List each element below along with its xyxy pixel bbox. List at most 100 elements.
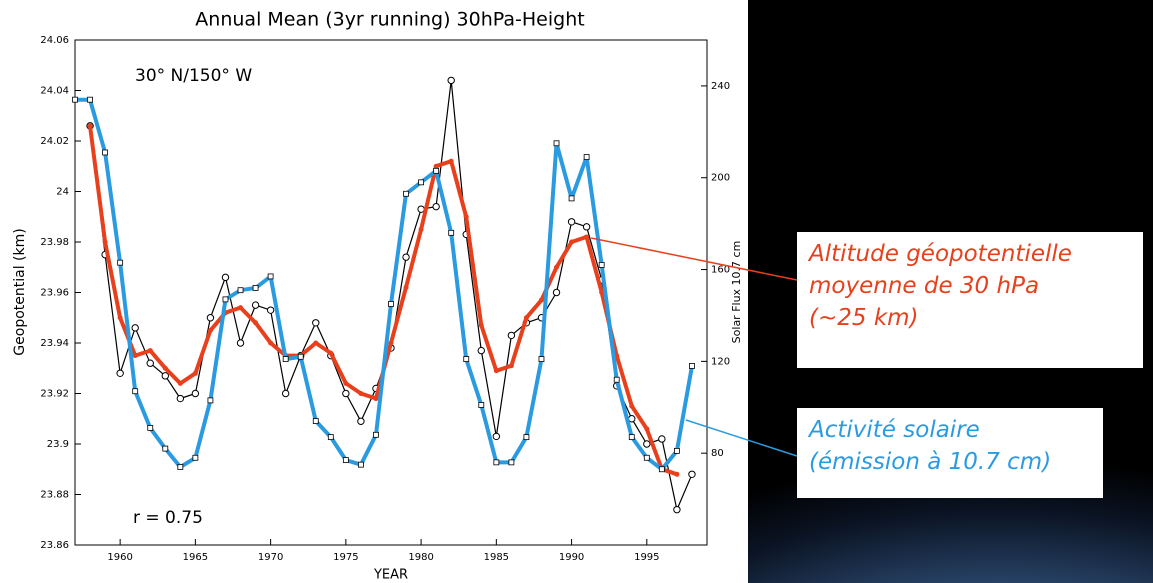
point — [147, 348, 153, 354]
point — [191, 389, 200, 398]
point — [312, 418, 319, 424]
point — [493, 368, 499, 374]
correlation-label: r = 0.75 — [133, 508, 203, 528]
point — [554, 264, 560, 270]
point — [313, 340, 319, 346]
y2-tick-label: 80 — [711, 448, 724, 459]
point — [358, 461, 364, 468]
point — [267, 273, 274, 280]
callout: Activité solaire (émission à 10.7 cm) — [797, 408, 1103, 498]
point — [674, 471, 680, 477]
point — [477, 346, 485, 355]
x-tick-label: 1960 — [107, 552, 132, 563]
point — [644, 426, 650, 432]
point — [162, 445, 169, 452]
point — [176, 394, 185, 403]
point — [523, 315, 529, 321]
callout-line: moyenne de 30 hPa — [809, 273, 1040, 299]
y-axis-label: Geopotential (km) — [12, 228, 28, 355]
point — [568, 195, 575, 202]
point — [478, 322, 484, 328]
y-tick-label: 24 — [56, 187, 69, 198]
point — [373, 396, 379, 402]
point — [312, 319, 320, 327]
y2-tick-label: 200 — [711, 173, 730, 184]
callout-line: (~25 km) — [809, 305, 919, 331]
point — [192, 454, 199, 461]
point — [643, 440, 651, 448]
point — [582, 223, 591, 231]
point — [418, 179, 424, 186]
y-tick-label: 23.9 — [47, 439, 69, 450]
y-tick-label: 23.96 — [40, 288, 69, 299]
callout-line: (émission à 10.7 cm) — [809, 449, 1052, 475]
point — [553, 140, 560, 147]
point — [281, 389, 290, 398]
point — [222, 296, 229, 303]
point — [673, 505, 681, 514]
point — [177, 380, 183, 386]
point — [552, 288, 561, 297]
y-tick-label: 23.88 — [40, 490, 69, 501]
x-tick-label: 1980 — [408, 552, 433, 563]
point — [403, 190, 409, 197]
point — [448, 158, 454, 164]
y2-tick-label: 160 — [711, 265, 730, 276]
point — [689, 363, 695, 369]
point — [538, 297, 544, 303]
point — [599, 290, 605, 295]
y-tick-label: 24.06 — [40, 35, 69, 46]
point — [206, 314, 215, 322]
point — [342, 389, 350, 398]
point — [87, 123, 93, 129]
x-tick-label: 1970 — [258, 552, 283, 563]
point — [192, 370, 198, 376]
point — [266, 306, 275, 314]
point — [628, 434, 635, 441]
point — [463, 356, 470, 362]
point — [343, 380, 349, 386]
point — [493, 459, 500, 466]
point — [117, 315, 123, 321]
point — [478, 402, 485, 408]
y-tick-label: 23.86 — [40, 540, 69, 551]
point — [463, 214, 469, 220]
y-tick-label: 24.02 — [40, 136, 69, 147]
point — [147, 425, 154, 431]
point — [207, 397, 214, 404]
point — [162, 365, 168, 371]
chart-panel — [0, 0, 748, 583]
point — [282, 356, 289, 362]
point — [598, 262, 605, 268]
point — [643, 454, 650, 461]
point — [251, 301, 260, 309]
point — [72, 96, 78, 103]
callout-line: Altitude géopotentielle — [809, 241, 1072, 267]
point — [629, 403, 635, 409]
point — [523, 434, 530, 441]
point — [584, 234, 590, 240]
x-tick-label: 1985 — [484, 552, 509, 563]
point — [221, 273, 230, 282]
point — [342, 457, 349, 463]
point — [207, 327, 213, 333]
point — [102, 239, 108, 245]
point — [161, 372, 169, 380]
point — [116, 369, 124, 377]
point — [418, 226, 424, 232]
callout-connector — [685, 419, 798, 457]
location-label: 30° N/150° W — [135, 66, 252, 86]
point — [433, 163, 439, 169]
point — [567, 218, 576, 226]
point — [117, 259, 124, 266]
chart-title: Annual Mean (3yr running) 30hPa-Height — [195, 9, 584, 31]
point — [132, 353, 138, 359]
point — [569, 239, 575, 245]
point — [432, 202, 440, 211]
point — [447, 76, 455, 85]
point — [388, 301, 394, 307]
point — [583, 154, 590, 160]
point — [403, 284, 409, 290]
